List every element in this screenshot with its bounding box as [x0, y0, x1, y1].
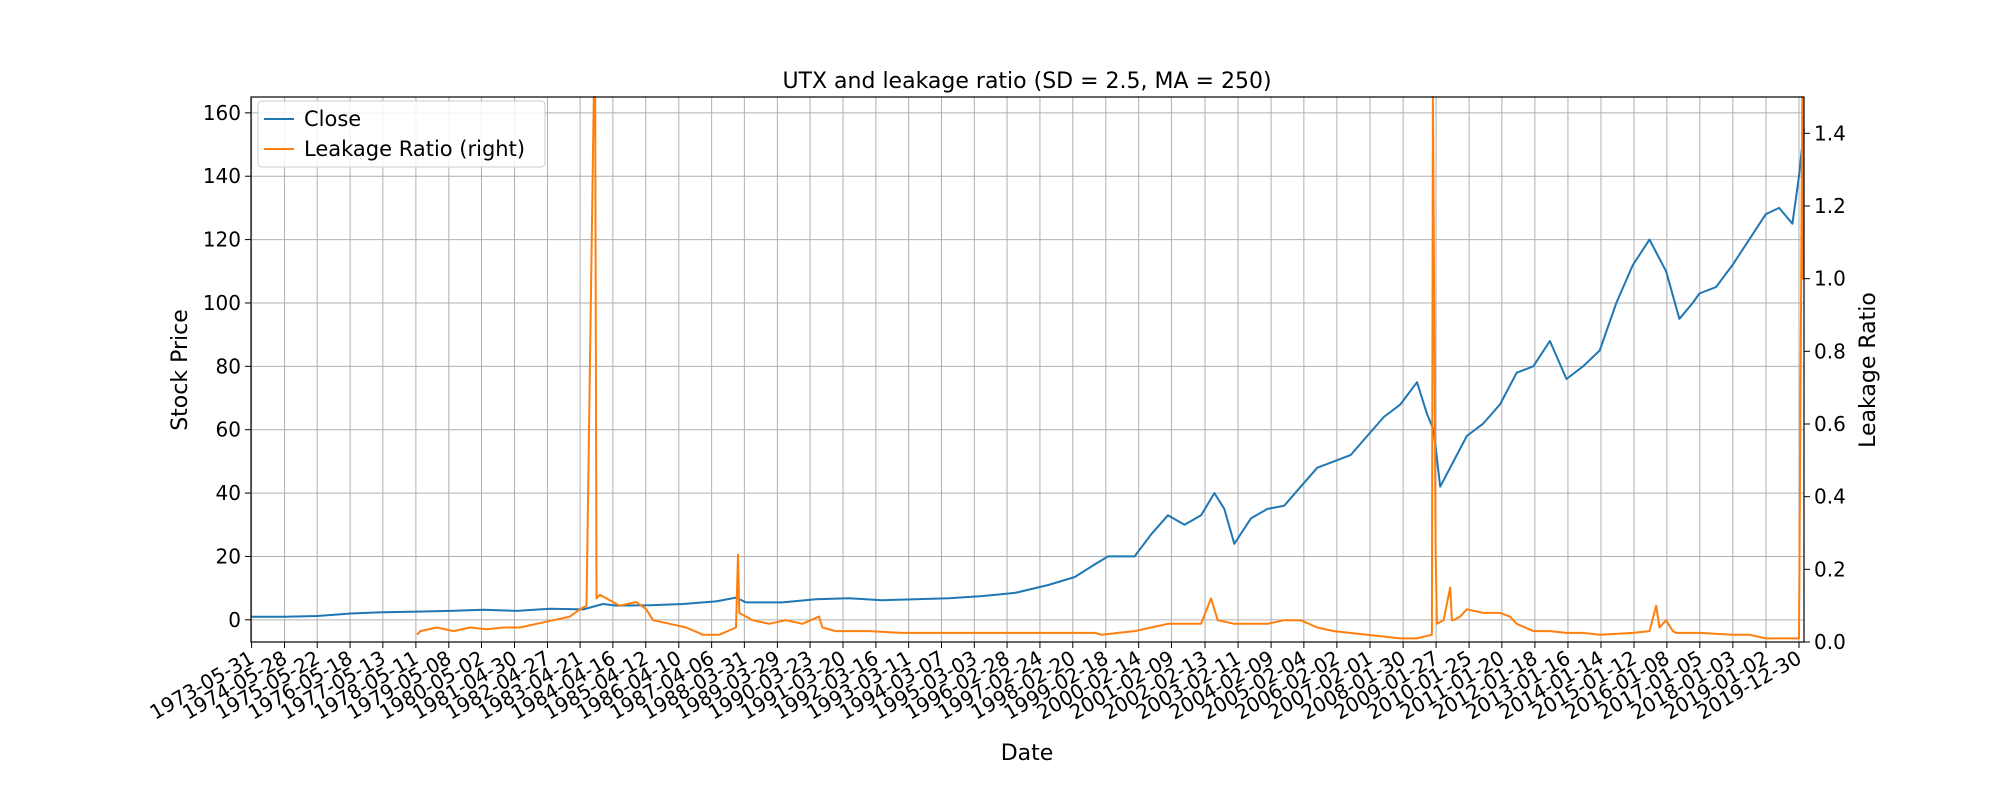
right-tick-label: 0.0 [1814, 630, 1846, 654]
right-tick-label: 0.8 [1814, 339, 1846, 363]
series-line [416, 96, 1804, 640]
right-tick-label: 0.6 [1814, 412, 1846, 436]
left-axis: 0 20 40 60 80 100 120 140 160 [203, 101, 251, 632]
right-tick-label: 1.2 [1814, 194, 1846, 218]
series-line [251, 128, 1805, 618]
x-axis: 1973-05-311974-05-281975-05-221976-05-18… [145, 642, 1805, 724]
left-tick-label: 140 [203, 164, 241, 188]
right-axis: 0.0 0.2 0.4 0.6 0.8 1.0 1.2 1.4 [1804, 121, 1846, 654]
chart-title: UTX and leakage ratio (SD = 2.5, MA = 25… [782, 69, 1271, 94]
left-tick-label: 120 [203, 228, 241, 252]
left-tick-label: 20 [216, 544, 241, 568]
left-tick-label: 40 [216, 481, 241, 505]
series-leakage [416, 96, 1804, 640]
right-tick-label: 1.4 [1814, 121, 1846, 145]
plot-frame [250, 96, 1805, 643]
left-tick-label: 80 [216, 354, 241, 378]
left-tick-label: 160 [203, 101, 241, 125]
y-axis-label-left: Stock Price [168, 309, 193, 431]
x-axis-label: Date [1001, 741, 1054, 766]
right-tick-label: 0.2 [1814, 557, 1846, 581]
y-axis-label-right: Leakage Ratio [1856, 292, 1881, 448]
left-tick-label: 100 [203, 291, 241, 315]
right-tick-label: 1.0 [1814, 267, 1846, 291]
left-tick-label: 0 [228, 608, 241, 632]
legend-label-leakage: Leakage Ratio (right) [304, 137, 525, 161]
legend-label-close: Close [304, 107, 361, 131]
legend-box [257, 100, 546, 168]
legend: Close Leakage Ratio (right) [257, 100, 546, 168]
left-tick-label: 60 [216, 418, 241, 442]
right-tick-label: 0.4 [1814, 485, 1846, 509]
series-close [251, 128, 1805, 618]
